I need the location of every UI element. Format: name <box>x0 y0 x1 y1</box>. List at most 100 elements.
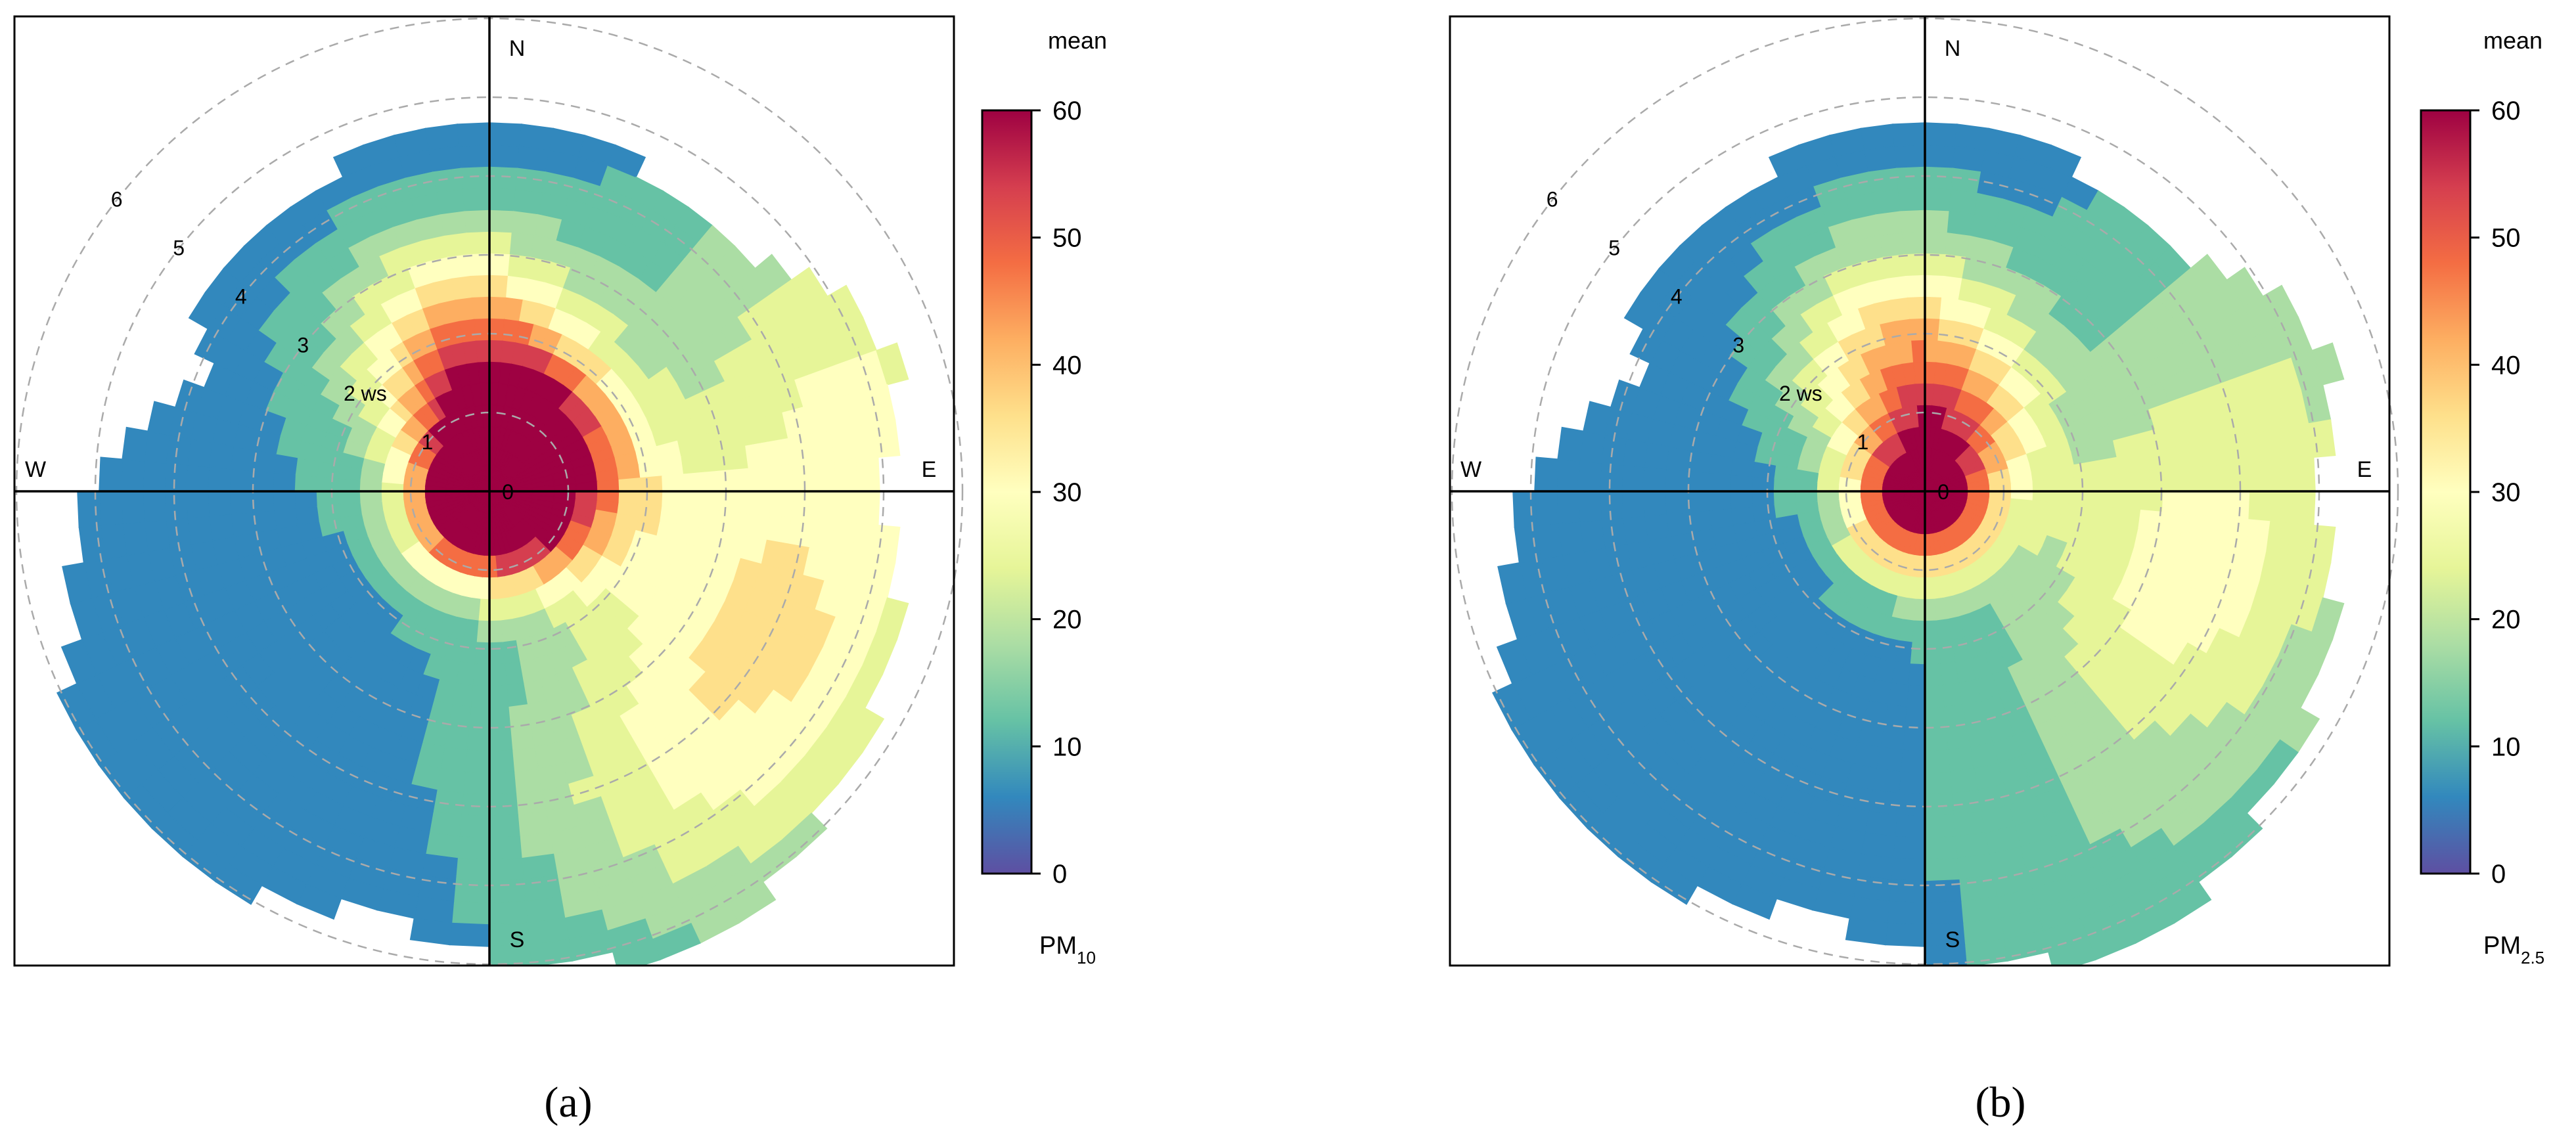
heat-cell <box>1886 275 1909 300</box>
compass-label-e: E <box>2357 457 2372 482</box>
heat-cell <box>660 456 685 477</box>
heat-cell <box>612 939 661 966</box>
heat-cell <box>1886 901 1926 925</box>
heat-cell <box>2119 472 2142 492</box>
heat-cell <box>2010 481 2034 492</box>
speed-ring-label: 0 <box>502 480 514 504</box>
heat-cell <box>745 441 771 470</box>
heat-cell <box>2202 437 2228 468</box>
heat-cell <box>2097 474 2121 492</box>
heat-cell <box>474 642 490 665</box>
heat-cell <box>813 491 837 522</box>
colorbar: 0 10 20 30 40 50 60 <box>981 97 1082 889</box>
heat-cell <box>489 598 502 622</box>
pollutant-label-main: PM <box>2483 932 2521 960</box>
heat-cell <box>2032 479 2056 492</box>
heat-cell <box>432 167 464 193</box>
heat-cell <box>769 491 794 519</box>
heat-cell <box>2270 458 2294 492</box>
plot-frame <box>1449 15 2391 967</box>
heat-cell <box>472 296 490 319</box>
compass-label-s: S <box>1945 927 1960 952</box>
heat-cell <box>769 464 794 492</box>
heat-cell <box>142 491 166 522</box>
heat-cell <box>1557 426 1584 462</box>
heat-cell <box>2202 515 2228 545</box>
heat-cell <box>1512 491 1537 528</box>
heat-cell <box>2183 491 2207 517</box>
heat-cell <box>1534 456 1558 492</box>
colorbar-tick-label: 10 <box>2491 732 2521 761</box>
speed-ring-label: 1 <box>1857 430 1869 454</box>
heat-cell <box>1924 771 1953 795</box>
heat-cell <box>1879 231 1905 257</box>
heat-cell <box>1871 768 1901 795</box>
heat-cell <box>489 944 531 966</box>
heat-cell <box>2095 456 2120 477</box>
colorbar-tick-label: 40 <box>2491 351 2521 380</box>
heat-cell <box>443 231 470 257</box>
heat-cell <box>489 728 513 752</box>
heat-cell <box>2159 511 2185 537</box>
heat-cell <box>1924 620 1939 644</box>
heat-cell <box>229 468 253 492</box>
heat-cell <box>1773 491 1796 505</box>
heat-cell <box>2181 441 2207 470</box>
heat-cell <box>1924 252 1947 277</box>
heat-cell <box>474 317 490 341</box>
heat-cell <box>229 445 256 472</box>
heat-cell <box>1896 793 1926 817</box>
heat-cell <box>1949 768 1979 795</box>
heat-cell <box>1924 836 1958 860</box>
heat-cell <box>1665 445 1691 472</box>
compass-label-w: W <box>1460 457 1481 482</box>
concentration-surface <box>56 122 909 966</box>
heat-cell <box>489 144 520 168</box>
pollutant-label: PM10 <box>1039 932 1096 968</box>
heat-cell <box>315 476 339 492</box>
heat-cell <box>1643 441 1669 470</box>
heat-cell <box>1924 685 1945 709</box>
heat-cell <box>489 166 518 190</box>
heat-cell <box>1892 122 1926 146</box>
colorbar-tick-label: 60 <box>2491 97 2521 125</box>
colorbar-tick-label: 20 <box>1052 606 1082 634</box>
speed-ring-label: 3 <box>297 333 309 357</box>
heat-cell <box>479 382 490 406</box>
pollutant-label-sub: 10 <box>1077 948 1096 968</box>
heat-cell <box>489 620 503 644</box>
heat-cell <box>1556 458 1580 492</box>
heat-cell <box>1664 468 1688 492</box>
panel-caption: (b) <box>1976 1079 2026 1126</box>
heat-cell <box>147 401 176 435</box>
heat-cell <box>511 210 539 236</box>
heat-cell <box>470 274 490 298</box>
heat-cell <box>1924 122 1958 146</box>
heat-cell <box>1899 209 1926 233</box>
heat-cell <box>2161 491 2186 515</box>
heat-cell <box>461 166 490 190</box>
heat-cell <box>1892 836 1926 860</box>
heat-cell <box>273 508 298 530</box>
heat-cell <box>748 491 772 517</box>
heat-cell <box>1890 296 1910 321</box>
heat-cell <box>489 317 505 341</box>
heat-cell <box>1905 685 1926 709</box>
heat-cell <box>1924 144 1956 168</box>
heat-cell <box>1907 296 1926 319</box>
heat-cell <box>662 491 685 509</box>
heat-cell <box>489 187 517 211</box>
heat-cell <box>489 901 528 925</box>
speed-ring-label: 6 <box>111 188 123 211</box>
heat-cell <box>489 209 515 233</box>
plot-frame <box>13 15 955 967</box>
heat-cell <box>640 491 664 507</box>
heat-cell <box>449 922 490 947</box>
heat-cell <box>1845 918 1888 946</box>
heat-cell <box>509 231 535 257</box>
heat-cell <box>1875 747 1903 773</box>
colorbar-gradient <box>981 109 1033 875</box>
heat-cell <box>489 252 511 277</box>
heat-cell <box>1583 401 1612 435</box>
